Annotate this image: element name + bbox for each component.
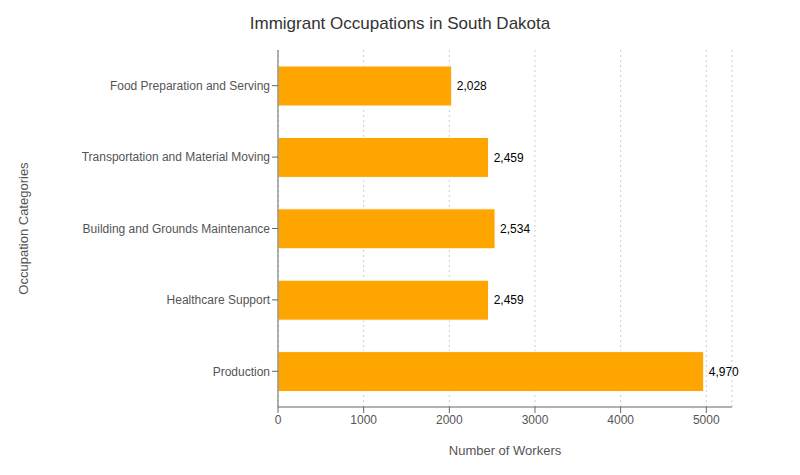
svg-text:5000: 5000 bbox=[693, 413, 720, 427]
svg-text:4,970: 4,970 bbox=[709, 365, 739, 379]
svg-text:2,459: 2,459 bbox=[494, 151, 524, 165]
svg-text:2,534: 2,534 bbox=[500, 222, 530, 236]
svg-text:0: 0 bbox=[275, 413, 282, 427]
svg-text:2000: 2000 bbox=[436, 413, 463, 427]
html-text:Immigrant Occupations in South: Immigrant Occupations in South Dakota bbox=[249, 14, 551, 33]
svg-text:3000: 3000 bbox=[522, 413, 549, 427]
svg-text:Occupation Categories: Occupation Categories bbox=[16, 162, 31, 295]
svg-text:1000: 1000 bbox=[350, 413, 377, 427]
svg-text:Number of Workers: Number of Workers bbox=[449, 443, 562, 458]
svg-text:Food Preparation and Serving: Food Preparation and Serving bbox=[110, 79, 270, 93]
svg-text:Healthcare Support: Healthcare Support bbox=[167, 293, 271, 307]
svg-text:Transportation and Material Mo: Transportation and Material Moving bbox=[82, 150, 270, 164]
svg-text:4000: 4000 bbox=[607, 413, 634, 427]
svg-text:2,028: 2,028 bbox=[457, 79, 487, 93]
svg-text:2,459: 2,459 bbox=[494, 293, 524, 307]
svg-text:Production: Production bbox=[213, 365, 270, 379]
svg-text:Building and Grounds Maintenan: Building and Grounds Maintenance bbox=[83, 222, 271, 236]
